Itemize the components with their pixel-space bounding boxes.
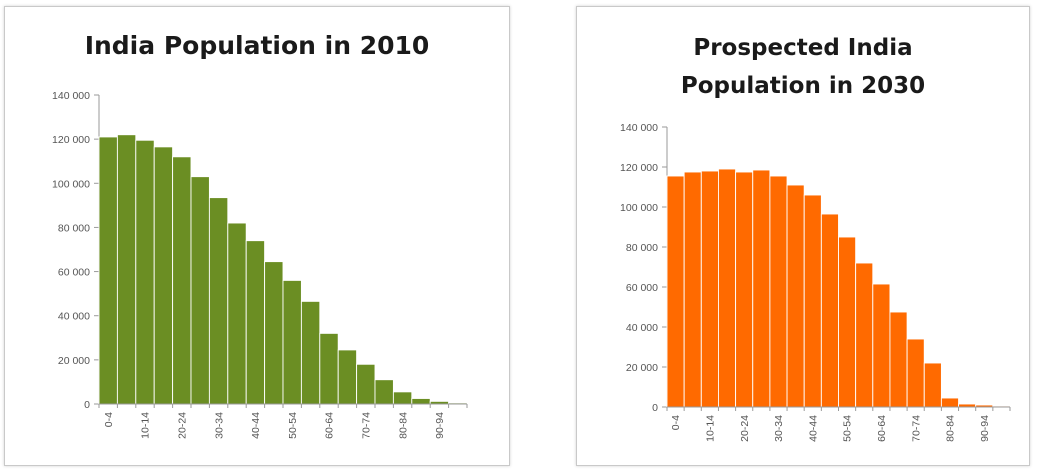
x-tick-label: 20-24 [176,412,188,439]
x-tick-label: 10-14 [140,412,152,439]
x-tick-label: 60-64 [876,415,888,442]
y-tick-label: 120 000 [620,162,658,174]
bar-20-24 [172,156,192,405]
y-tick-label: 40 000 [58,311,90,323]
y-tick-label: 20 000 [626,362,658,374]
bar-35-39 [227,222,247,405]
bar-50-54 [282,279,302,405]
y-tick-label: 140 000 [52,90,90,102]
bar-65-69 [889,311,908,408]
y-tick-label: 20 000 [58,355,90,367]
bar-70-74 [906,338,925,408]
bar-40-44 [803,194,822,408]
chart-title-line-2: Population in 2030 [681,73,925,99]
x-tick-label: 20-24 [739,415,751,442]
chart-title: India Population in 2010 [85,31,430,60]
bar-5-9 [683,171,702,408]
x-tick-label: 90-94 [434,412,446,439]
bar-55-59 [300,300,321,405]
y-tick-label: 40 000 [626,322,658,334]
y-tick-label: 80 000 [58,222,90,234]
bar-80-84 [392,391,413,405]
x-tick-label: 10-14 [705,415,717,442]
bar-30-34 [208,197,229,405]
y-tick-label: 140 000 [620,122,658,134]
x-tick-label: 0-4 [103,412,115,427]
x-tick-label: 40-44 [250,412,262,439]
x-tick-label: 70-74 [910,415,922,442]
x-tick-label: 90-94 [979,415,991,442]
bar-75-79 [923,362,942,408]
bar-75-79 [374,379,394,405]
bar-50-54 [838,236,857,408]
y-tick-label: 60 000 [58,267,90,279]
bar-80-84 [940,397,959,408]
y-tick-label: 0 [84,399,90,411]
bar-30-34 [769,175,788,408]
x-tick-label: 80-84 [945,415,957,442]
bar-70-74 [356,363,376,405]
bar-10-14 [700,170,719,408]
x-tick-label: 70-74 [360,412,372,439]
chart-title-line-1: Prospected India [693,35,912,61]
chart-2030: Prospected India Population in 2030 0 20 00… [620,35,1011,442]
x-tick-label: 0-4 [670,415,682,430]
bar-5-9 [116,134,137,405]
x-tick-label: 80-84 [397,412,409,439]
x-tick-label: 30-34 [773,415,785,442]
bar-60-64 [319,332,339,405]
x-tick-label: 40-44 [807,415,819,442]
bar-20-24 [735,171,754,408]
bar-0-4 [98,136,118,405]
y-tick-label: 100 000 [620,202,658,214]
bar-60-64 [872,283,891,408]
bar-85-89 [411,398,431,405]
bar-0-4 [666,175,685,408]
bar-10-14 [135,139,155,405]
bar-65-69 [337,349,358,405]
chart-panel-2030: Prospected India Population in 2030 0 20 00… [576,6,1030,466]
bar-40-44 [245,240,266,405]
chart-2010: India Population in 2010 0 20 000 40 000 60 … [52,31,468,439]
bar-15-19 [153,146,174,405]
x-tick-label: 50-54 [842,415,854,442]
y-tick-label: 80 000 [626,242,658,254]
chart-panel-2010: India Population in 2010 0 20 000 40 000 60 … [4,6,510,466]
bar-45-49 [264,261,284,405]
bar-55-59 [855,262,874,408]
bar-25-29 [752,169,771,408]
y-tick-label: 100 000 [52,178,90,190]
bar-35-39 [786,184,805,408]
bar-15-19 [717,168,737,408]
x-tick-label: 50-54 [287,412,299,439]
bar-45-49 [820,213,839,408]
bar-25-29 [190,176,210,405]
x-tick-label: 30-34 [213,412,225,439]
y-tick-label: 60 000 [626,282,658,294]
x-tick-label: 60-64 [324,412,336,439]
y-tick-label: 120 000 [52,134,90,146]
y-tick-label: 0 [652,402,658,414]
